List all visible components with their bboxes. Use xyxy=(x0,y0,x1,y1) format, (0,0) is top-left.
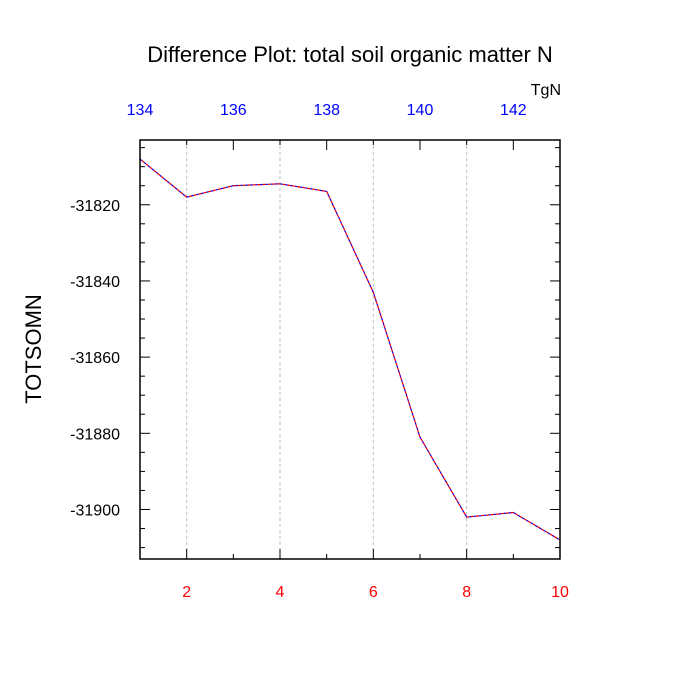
plot-frame xyxy=(139,139,561,560)
data-point xyxy=(232,185,234,187)
series-group xyxy=(139,158,561,541)
tick-labels: 2 4 6 8 10 134 136 138 140 142 -31820 -31840 -31860 -… xyxy=(70,102,569,601)
axis-ticks xyxy=(139,140,561,559)
y-tick-label: -31820 xyxy=(70,198,120,215)
data-point xyxy=(419,436,421,438)
data-point xyxy=(466,516,468,518)
y-tick-label: -31860 xyxy=(70,350,120,367)
chart-title: Difference Plot: total soil organic matt… xyxy=(147,42,553,67)
x-tick-label: 10 xyxy=(551,584,569,601)
data-point xyxy=(372,291,374,293)
x2-tick-label: 138 xyxy=(313,102,340,119)
x-tick-label: 6 xyxy=(369,584,378,601)
x-tick-label: 8 xyxy=(462,584,471,601)
data-point xyxy=(186,196,188,198)
x2-tick-label: 140 xyxy=(407,102,434,119)
x2-tick-label: 136 xyxy=(220,102,247,119)
series-line xyxy=(139,158,561,541)
series-line-overlay xyxy=(139,158,561,541)
y-tick-label: -31900 xyxy=(70,502,120,519)
data-point xyxy=(326,190,328,193)
data-point xyxy=(512,511,514,514)
grid-lines xyxy=(186,140,561,559)
x-tick-label: 2 xyxy=(182,584,191,601)
x2-tick-label: 134 xyxy=(127,102,154,119)
y-tick-label: -31840 xyxy=(70,274,120,291)
y-axis-label: TOTSOMN xyxy=(21,294,46,404)
y-tick-label: -31880 xyxy=(70,426,120,443)
units-label: TgN xyxy=(531,82,561,99)
x2-tick-label: 142 xyxy=(500,102,527,119)
data-point xyxy=(279,183,281,185)
x-tick-label: 4 xyxy=(276,584,285,601)
